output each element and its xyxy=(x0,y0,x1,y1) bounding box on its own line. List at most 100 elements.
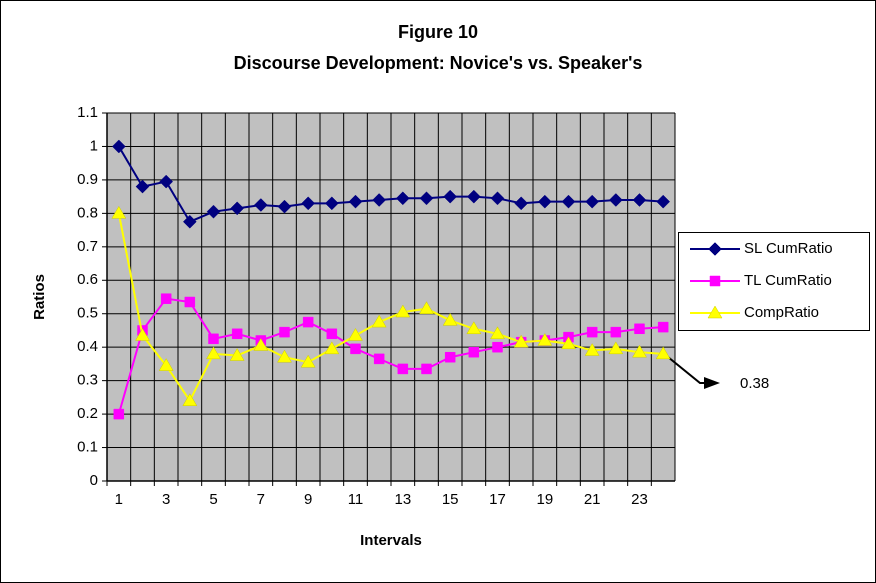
marker xyxy=(610,326,622,338)
marker xyxy=(324,196,339,211)
marker xyxy=(586,326,598,338)
marker xyxy=(300,354,316,368)
marker xyxy=(443,189,458,204)
annotation: 0.38 xyxy=(740,375,769,392)
marker xyxy=(632,344,647,358)
x-tick-label: 15 xyxy=(442,491,459,508)
marker xyxy=(348,327,363,341)
marker xyxy=(111,139,126,154)
marker xyxy=(655,346,671,360)
marker xyxy=(111,205,127,219)
marker xyxy=(302,316,314,328)
marker xyxy=(208,333,219,345)
marker xyxy=(135,179,150,194)
y-tick-label: 1.1 xyxy=(77,104,98,121)
marker xyxy=(514,196,529,211)
legend-label: SL CumRatio xyxy=(744,240,833,257)
marker xyxy=(709,275,721,287)
marker xyxy=(324,341,340,355)
marker xyxy=(537,332,553,346)
marker xyxy=(421,363,432,375)
x-tick-label: 19 xyxy=(536,491,553,508)
y-tick-label: 0.5 xyxy=(77,305,98,322)
chart-subtitle: Discourse Development: Novice's vs. Spea… xyxy=(234,53,643,73)
marker xyxy=(492,341,503,353)
y-tick-label: 1 xyxy=(90,137,98,154)
marker xyxy=(537,194,552,209)
marker xyxy=(608,341,624,355)
x-tick-label: 1 xyxy=(115,491,123,508)
marker xyxy=(513,334,529,348)
marker xyxy=(490,191,505,206)
marker xyxy=(419,191,434,206)
marker xyxy=(657,321,669,333)
marker xyxy=(397,363,409,375)
y-tick-label: 0.6 xyxy=(77,271,98,288)
marker xyxy=(158,358,174,371)
marker xyxy=(707,305,723,319)
marker xyxy=(277,199,292,214)
marker xyxy=(444,351,456,363)
x-axis-title: Intervals xyxy=(360,532,422,549)
marker xyxy=(279,326,290,338)
marker xyxy=(371,314,387,328)
marker xyxy=(182,214,197,229)
annotation-arrowhead xyxy=(704,377,720,389)
x-tick-label: 9 xyxy=(304,491,312,508)
x-tick-label: 5 xyxy=(209,491,217,508)
x-tick-label: 7 xyxy=(257,491,265,508)
marker xyxy=(350,343,361,355)
x-tick-label: 23 xyxy=(631,491,648,508)
y-tick-label: 0.4 xyxy=(77,338,98,355)
marker xyxy=(301,196,316,211)
marker xyxy=(135,327,150,341)
marker xyxy=(585,194,600,209)
marker xyxy=(184,296,196,308)
legend-label: CompRatio xyxy=(744,304,819,321)
marker xyxy=(608,193,623,207)
marker xyxy=(561,336,576,350)
legend-label: TL CumRatio xyxy=(744,272,832,289)
marker xyxy=(159,174,174,189)
marker xyxy=(490,326,505,340)
marker xyxy=(277,349,292,363)
marker xyxy=(206,346,221,360)
plot-area xyxy=(102,112,676,486)
marker xyxy=(466,189,481,204)
marker xyxy=(561,194,576,209)
marker xyxy=(395,191,410,206)
marker xyxy=(419,301,434,314)
marker xyxy=(230,201,245,216)
marker xyxy=(182,393,198,406)
y-tick-label: 0.2 xyxy=(77,405,98,422)
marker xyxy=(160,293,172,304)
marker xyxy=(229,348,245,361)
y-tick-label: 0.1 xyxy=(77,439,98,456)
marker xyxy=(634,323,645,335)
marker xyxy=(326,328,338,340)
y-tick-label: 0.3 xyxy=(77,372,98,389)
marker xyxy=(372,193,387,207)
marker xyxy=(466,321,482,335)
x-tick-label: 17 xyxy=(489,491,506,508)
chart-title: Figure 10 xyxy=(398,22,478,42)
marker xyxy=(113,408,125,420)
marker xyxy=(373,353,385,365)
marker xyxy=(253,338,269,351)
y-axis-title: Ratios xyxy=(31,274,48,320)
marker xyxy=(584,343,600,356)
y-tick-label: 0.7 xyxy=(77,238,98,255)
marker xyxy=(632,193,647,207)
marker xyxy=(253,198,268,212)
marker xyxy=(468,346,480,358)
marker xyxy=(395,304,411,318)
x-tick-label: 21 xyxy=(584,491,601,508)
marker xyxy=(442,312,458,326)
marker xyxy=(348,194,363,209)
marker xyxy=(231,328,243,340)
marker xyxy=(206,204,221,219)
marker xyxy=(656,194,671,209)
x-tick-label: 11 xyxy=(348,491,364,508)
